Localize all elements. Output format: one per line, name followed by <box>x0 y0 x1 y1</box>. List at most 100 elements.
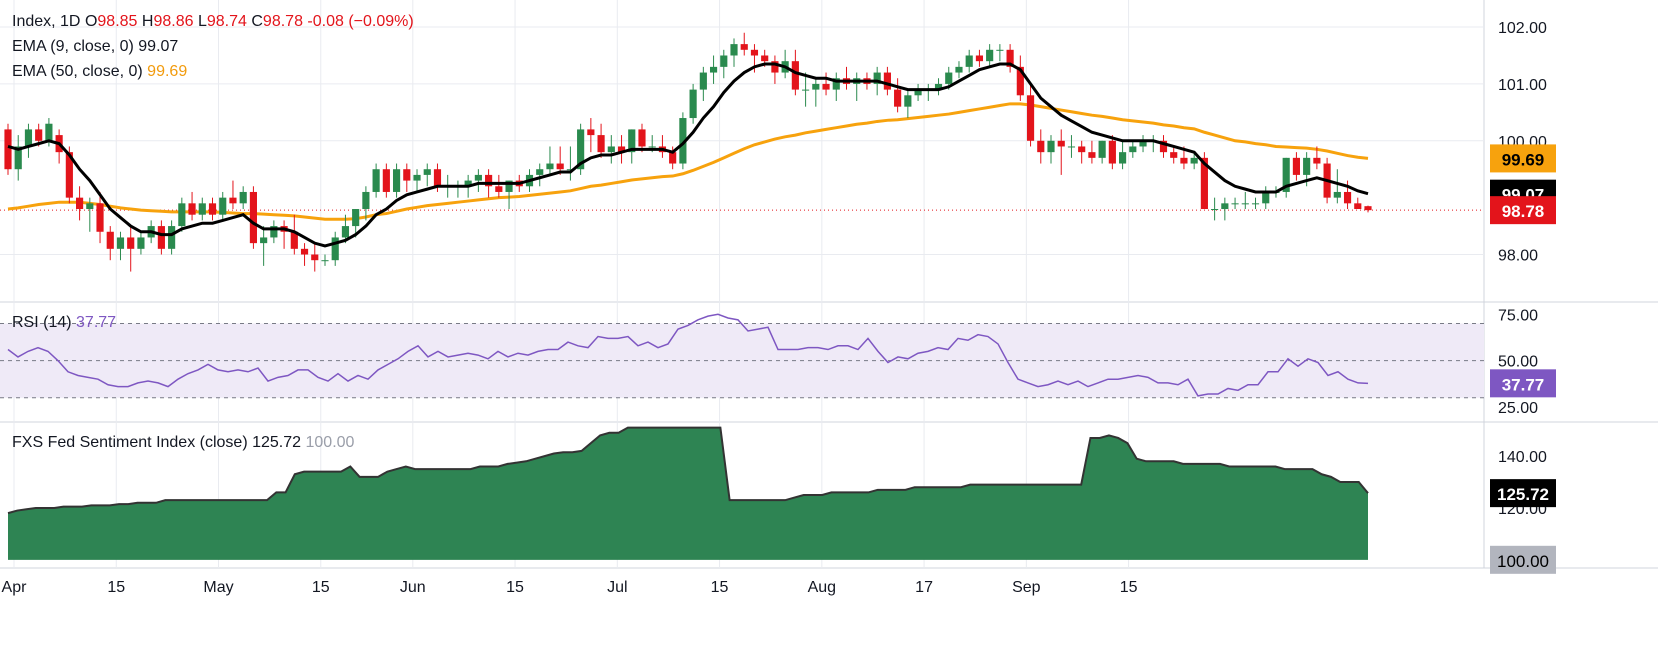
low-value: 98.74 <box>206 13 247 30</box>
candle-body <box>699 72 707 90</box>
price-tick-label: 101.00 <box>1498 77 1547 94</box>
close-value: 98.78 <box>262 13 303 30</box>
candle-body <box>914 89 922 96</box>
candle-body <box>76 197 84 210</box>
rsi-pane <box>0 313 1484 399</box>
fxs-base-tag-label: 100.00 <box>1497 552 1549 571</box>
time-tick-label: 15 <box>107 579 125 596</box>
candle-body <box>14 146 22 170</box>
candle-body <box>382 169 390 192</box>
candle-body <box>638 129 646 147</box>
candle-body <box>1303 157 1311 175</box>
candle-body <box>812 83 820 90</box>
close-label: C <box>251 13 263 30</box>
rsi-value: 37.77 <box>76 314 117 331</box>
fxs-value: 125.72 <box>252 434 302 451</box>
ema9-legend: EMA (9, close, 0) 99.07 <box>12 38 178 56</box>
candle-body <box>587 129 595 136</box>
candle-body <box>965 55 973 67</box>
price-tick-label: 102.00 <box>1498 20 1547 37</box>
candle-body <box>1057 140 1065 147</box>
candle-body <box>1159 140 1168 153</box>
candle-body <box>116 237 125 249</box>
candle-body <box>536 169 544 175</box>
time-tick-label: 15 <box>1120 579 1138 596</box>
candle-body <box>883 72 891 90</box>
candle-body <box>1098 140 1106 158</box>
candle-body <box>178 203 186 227</box>
candle-body <box>1200 157 1208 210</box>
time-tick-label: 15 <box>506 579 524 596</box>
candle-body <box>1170 152 1178 158</box>
ema9-label: EMA (9, close, 0) <box>12 38 134 55</box>
ema50-label: EMA (50, close, 0) <box>12 63 143 80</box>
high-value: 98.86 <box>153 13 194 30</box>
candle-body <box>894 89 902 107</box>
candle-body <box>750 49 759 56</box>
ema50-value: 99.69 <box>147 63 188 80</box>
candle-body <box>669 152 677 164</box>
sentiment-line <box>7 426 1369 515</box>
candle-body <box>546 163 554 170</box>
candle-body <box>4 129 12 170</box>
candle-body <box>1343 191 1352 204</box>
candle-body <box>372 169 380 192</box>
fxs-tag <box>1490 479 1556 508</box>
rsi-band <box>0 323 1484 398</box>
candle-body <box>157 226 165 249</box>
candle-body <box>485 174 493 187</box>
rsi-legend: RSI (14) 37.77 <box>12 314 116 332</box>
candle-body <box>689 89 697 119</box>
candle-body <box>904 95 912 107</box>
candle-body <box>321 260 329 262</box>
candle-body <box>495 186 503 192</box>
candle-body <box>996 49 1004 51</box>
candle-body <box>239 191 247 204</box>
candle-body <box>1088 152 1096 158</box>
change-value: -0.08 (−0.09%) <box>307 13 414 30</box>
candle-body <box>392 169 401 192</box>
candle-body <box>1037 140 1045 153</box>
candle-body <box>945 72 953 84</box>
ohlc-legend: Index, 1D O98.85 H98.86 L98.74 C98.78 -0… <box>12 13 414 31</box>
time-tick-label: May <box>203 579 233 596</box>
price-tag <box>1490 196 1556 225</box>
time-tick-label: Sep <box>1012 579 1041 596</box>
axes: 102.00 101.00 100.00 98.00 99.69 99.07 98.78 75… <box>2 20 1556 596</box>
candle-body <box>556 163 564 170</box>
price-tag-label: 99.69 <box>1502 150 1545 169</box>
candle-body <box>137 237 145 249</box>
candle-body <box>1333 191 1341 198</box>
candle-body <box>1292 157 1300 175</box>
candle-body <box>260 237 268 244</box>
candle-body <box>1354 203 1362 210</box>
rsi-tick-label: 75.00 <box>1498 307 1538 324</box>
price-pane <box>0 32 1484 272</box>
open-value: 98.85 <box>97 13 138 30</box>
candle-body <box>35 129 43 141</box>
candle-body <box>341 226 350 238</box>
candle-body <box>270 226 278 238</box>
candle-body <box>566 169 574 171</box>
candle-body <box>740 44 748 50</box>
candle-body <box>1016 66 1024 96</box>
candle-body <box>1026 95 1035 141</box>
price-tick-label: 98.00 <box>1498 248 1538 265</box>
rsi-label: RSI (14) <box>12 314 72 331</box>
candle-body <box>249 191 257 244</box>
candle-body <box>1067 146 1076 148</box>
high-label: H <box>141 13 154 30</box>
ema50-legend: EMA (50, close, 0) 99.69 <box>12 63 187 81</box>
candle-body <box>311 254 319 261</box>
candle-body <box>832 78 840 90</box>
time-tick-label: Aug <box>808 579 836 596</box>
candle-body <box>1047 140 1055 153</box>
price-tag <box>1490 144 1556 173</box>
candle-body <box>208 203 217 215</box>
candle-body <box>934 83 943 90</box>
candle-body <box>290 231 298 249</box>
candle-body <box>761 55 769 62</box>
rsi-tick-label: 50.00 <box>1498 354 1538 371</box>
candle-body <box>474 174 482 181</box>
